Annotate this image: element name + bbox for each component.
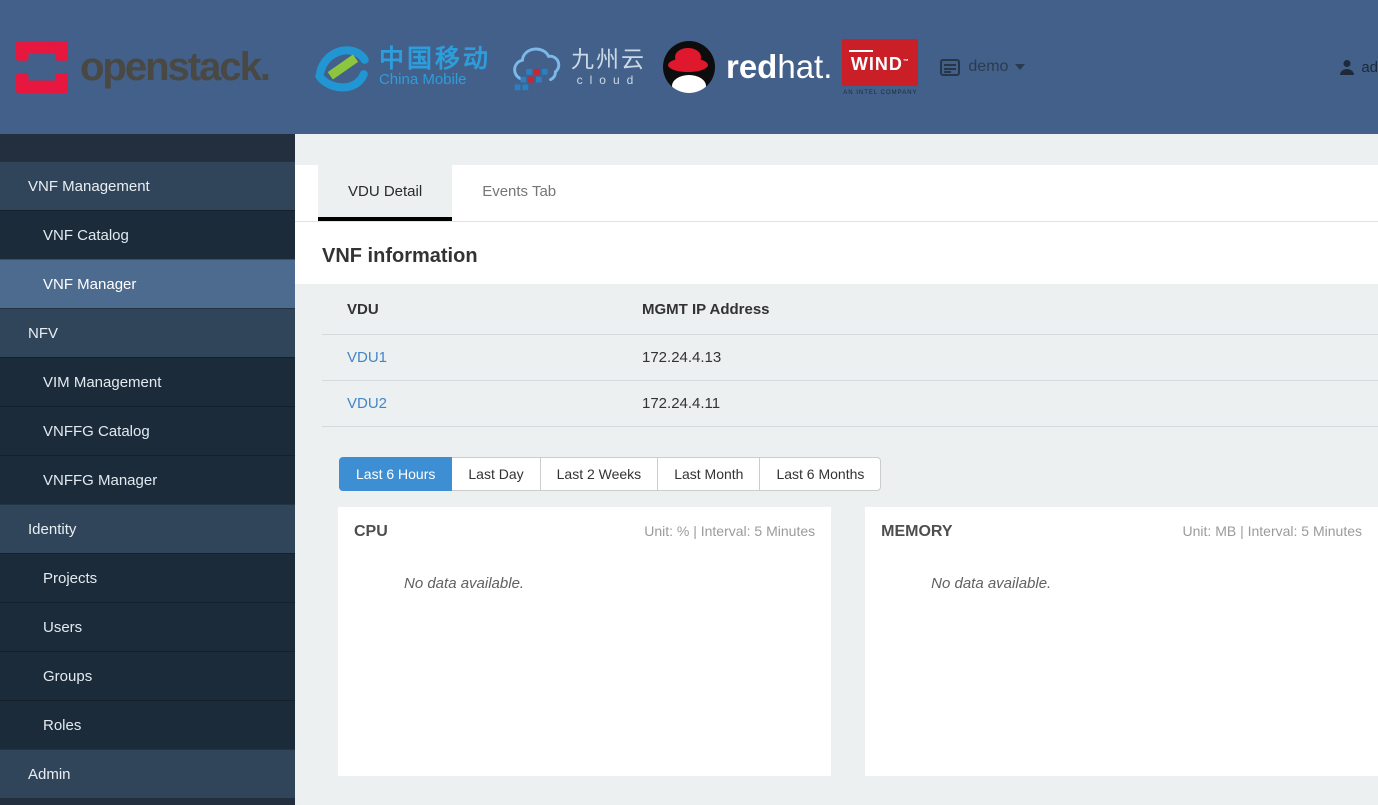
sidebar-item-roles[interactable]: Roles [0,700,295,749]
cpu-chart-card: CPU Unit: % | Interval: 5 Minutes No dat… [338,507,832,776]
content-top-gap [295,134,1378,165]
redhat-word-rest: hat. [777,48,833,85]
jiuzhou-cloud-logo: 九州云 cloud [505,36,646,98]
sidebar-nav: VNF Management VNF Catalog VNF Manager N… [0,134,295,805]
memory-chart-card: MEMORY Unit: MB | Interval: 5 Minutes No… [865,507,1378,776]
vdu1-link[interactable]: VDU1 [347,349,388,366]
column-header-mgmt-ip: MGMT IP Address [617,284,1378,335]
user-menu-label: ad [1361,58,1378,76]
heading-band: VNF information [295,222,1378,284]
main-content: VDU Detail Events Tab VNF information VD… [295,134,1378,805]
china-mobile-en: China Mobile [378,71,467,89]
time-range-button-group: Last 6 Hours Last Day Last 2 Weeks Last … [339,457,882,491]
openstack-wordmark: openstack. [80,44,271,89]
wind-wordmark: WIND™ [850,53,910,74]
top-header: openstack. 中国移动 China Mobile [0,0,1378,134]
openstack-logo: openstack. [16,41,271,93]
cpu-chart-meta: Unit: % | Interval: 5 Minutes [644,523,816,539]
openstack-icon [16,41,68,93]
wind-tm: ™ [902,58,910,65]
column-header-vdu: VDU [322,284,617,335]
sidebar-item-vnf-catalog[interactable]: VNF Catalog [0,210,295,259]
project-switcher-label: demo [968,58,1009,75]
vdu-table: VDU MGMT IP Address VDU1 172.24.4.13 VDU… [322,284,1378,427]
charts-row: CPU Unit: % | Interval: 5 Minutes No dat… [338,507,1378,776]
project-switcher[interactable]: demo [940,58,1026,76]
redhat-word-bold: red [725,48,778,85]
table-row: VDU1 172.24.4.13 [322,334,1378,381]
china-mobile-icon [315,46,369,92]
table-header-row: VDU MGMT IP Address [322,284,1378,335]
wind-logo: WIND™ AN INTEL COMPANY [842,38,919,96]
project-list-icon [940,58,961,76]
tab-events[interactable]: Events Tab [482,182,557,200]
china-mobile-logo: 中国移动 China Mobile [313,38,491,96]
cpu-chart-empty-message: No data available. [404,575,525,592]
wind-caption: AN INTEL COMPANY [843,89,918,96]
tab-vdu-detail[interactable]: VDU Detail [318,165,453,221]
wind-box: WIND™ [842,38,919,86]
jiuzhou-cloud-icon [513,47,561,91]
redhat-icon [662,41,715,93]
vdu2-ip: 172.24.4.11 [617,380,1378,427]
tab-bar: VDU Detail Events Tab [295,165,1378,222]
jiuzhou-cloud-cn: 九州云 [570,46,646,72]
china-mobile-cn: 中国移动 [378,45,491,73]
user-menu[interactable]: ad [1339,59,1378,76]
vnf-detail-section: VDU MGMT IP Address VDU1 172.24.4.13 VDU… [295,284,1378,805]
sidebar-item-projects[interactable]: Projects [0,553,295,602]
sidebar-item-vnf-manager[interactable]: VNF Manager [0,259,295,308]
redhat-wordmark: redhat. [726,48,832,86]
cpu-chart-title: CPU [354,523,388,540]
sidebar-item-vnffg-manager[interactable]: VNFFG Manager [0,455,295,504]
button-last-6-months[interactable]: Last 6 Months [759,457,882,491]
button-last-2-weeks[interactable]: Last 2 Weeks [539,457,659,491]
user-icon [1340,60,1355,75]
page-title: VNF information [322,245,478,267]
jiuzhou-cloud-en: cloud [576,73,641,87]
sidebar-item-groups[interactable]: Groups [0,651,295,700]
vdu1-ip: 172.24.4.13 [617,334,1378,381]
sidebar-item-users[interactable]: Users [0,602,295,651]
memory-chart-title: MEMORY [881,523,953,540]
redhat-logo: redhat. [662,40,832,94]
sidebar-item-vnffg-catalog[interactable]: VNFFG Catalog [0,406,295,455]
memory-chart-meta: Unit: MB | Interval: 5 Minutes [1182,523,1362,539]
sidebar-item-vim-management[interactable]: VIM Management [0,357,295,406]
vdu2-link[interactable]: VDU2 [347,395,388,412]
sidebar-section-identity[interactable]: Identity [0,504,295,553]
sidebar-top-strip [0,134,295,161]
sidebar-section-vnf-management[interactable]: VNF Management [0,161,295,210]
button-last-month[interactable]: Last Month [657,457,761,491]
chevron-down-icon [1015,64,1026,70]
table-row: VDU2 172.24.4.11 [322,380,1378,427]
button-last-day[interactable]: Last Day [451,457,541,491]
memory-chart-empty-message: No data available. [931,575,1052,592]
sidebar-section-nfv[interactable]: NFV [0,308,295,357]
button-last-6-hours[interactable]: Last 6 Hours [339,457,453,491]
sidebar-section-admin[interactable]: Admin [0,749,295,798]
